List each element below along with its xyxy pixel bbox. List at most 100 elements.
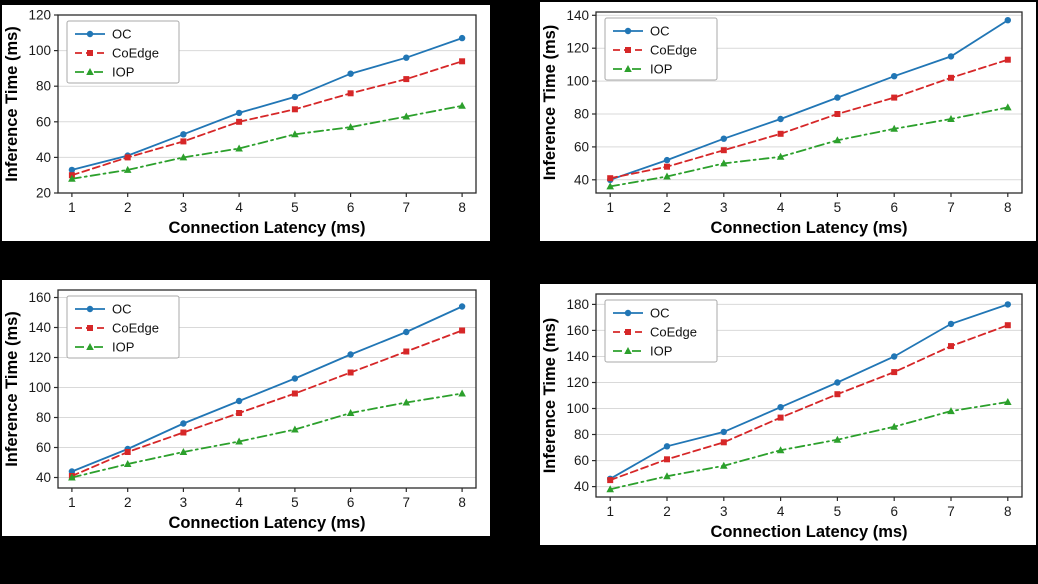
series-marker-coedge [180, 429, 187, 436]
legend-label-oc: OC [112, 27, 132, 42]
series-line-oc [609, 303, 1009, 480]
series-marker-iop [947, 115, 955, 122]
x-tick-label: 8 [458, 200, 466, 215]
legend-sample-marker [87, 50, 93, 56]
axes-frame [595, 293, 1023, 498]
series-marker-coedge [1004, 322, 1011, 329]
y-tick-label: 80 [574, 427, 589, 442]
series-marker-oc [891, 353, 898, 360]
series-marker-oc [235, 397, 243, 405]
series-marker-oc [1004, 17, 1011, 24]
legend-sample-marker [86, 305, 94, 313]
series-marker-iop [291, 425, 299, 433]
x-tick-label: 2 [663, 200, 671, 215]
series-marker-iop [663, 472, 671, 480]
series-marker-oc [458, 303, 466, 310]
series-marker-coedge [720, 147, 727, 154]
x-tick-label: 4 [235, 495, 243, 510]
legend-label-oc: OC [650, 306, 670, 321]
series-marker-oc [1004, 301, 1011, 308]
chart-svg: 1 2 3 4 5 6 7 8 40 60 80 100 120 140 OC CoEdge IOP Connec… [540, 2, 1036, 241]
series-marker-oc [291, 93, 299, 101]
y-tick-label: 100 [566, 74, 589, 89]
series-line-coedge [71, 329, 463, 477]
series-marker-iop [663, 172, 671, 180]
series-marker-oc [663, 156, 671, 164]
y-tick-label: 80 [36, 79, 51, 94]
series-marker-coedge [948, 74, 954, 81]
series-marker-oc [947, 320, 955, 328]
legend-sample-marker [625, 329, 631, 335]
series-marker-iop [606, 182, 614, 190]
series-line-coedge [609, 58, 1009, 180]
y-axis-label: Inference Time (ms) [3, 311, 21, 467]
legend-sample-marker [86, 30, 94, 38]
x-tick-label: 8 [458, 495, 466, 510]
series-marker-oc [777, 115, 784, 123]
series-marker-oc [777, 404, 784, 411]
y-tick-label: 60 [574, 453, 589, 468]
series-marker-coedge [834, 111, 841, 117]
series-marker-iop [179, 448, 188, 455]
y-tick-label: 40 [574, 479, 589, 494]
series-marker-coedge [236, 118, 243, 125]
y-tick-label: 120 [566, 41, 589, 56]
x-axis-label: Connection Latency (ms) [168, 514, 365, 532]
x-axis-label: Connection Latency (ms) [710, 523, 907, 541]
series-marker-iop [947, 407, 955, 415]
legend-sample-marker [86, 68, 94, 75]
series-marker-iop [833, 435, 842, 443]
series-marker-iop [179, 153, 188, 161]
series-marker-coedge [777, 414, 784, 421]
series-marker-oc [834, 379, 841, 386]
series-marker-iop [1004, 398, 1012, 405]
x-tick-label: 8 [1004, 200, 1012, 215]
series-marker-coedge [777, 130, 784, 137]
legend-sample-marker [625, 47, 631, 53]
series-marker-coedge [664, 456, 670, 463]
legend-sample-marker [624, 309, 632, 317]
series-marker-oc [180, 420, 187, 427]
y-tick-label: 60 [36, 440, 51, 455]
series-marker-iop [458, 101, 466, 109]
series-marker-oc [947, 53, 955, 60]
y-tick-label: 120 [28, 8, 51, 23]
chart-panel-bottom-left: 1 2 3 4 5 6 7 8 40 60 80 100 120 140 160 OC CoEdge IOP Con… [2, 280, 490, 536]
series-marker-oc [403, 328, 410, 336]
x-tick-label: 3 [180, 200, 188, 215]
x-tick-label: 6 [347, 495, 355, 510]
legend-label-coedge: CoEdge [112, 46, 159, 61]
x-tick-label: 6 [890, 504, 898, 519]
chart-svg: 1 2 3 4 5 6 7 8 40 60 80 100 120 140 160 OC CoEdge IOP Con… [2, 280, 490, 536]
series-line-coedge [71, 60, 463, 177]
legend-label-iop: IOP [650, 344, 672, 359]
y-tick-label: 100 [28, 43, 51, 58]
series-marker-iop [402, 398, 411, 406]
x-tick-label: 3 [720, 504, 728, 519]
series-marker-iop [123, 165, 132, 173]
x-tick-label: 6 [347, 200, 355, 215]
series-marker-iop [402, 112, 411, 120]
y-tick-label: 160 [28, 290, 51, 305]
x-axis-label: Connection Latency (ms) [710, 219, 907, 237]
series-marker-coedge [1004, 56, 1011, 63]
x-tick-label: 6 [890, 200, 898, 215]
series-marker-iop [776, 446, 785, 454]
x-tick-label: 5 [291, 200, 299, 215]
series-marker-iop [833, 136, 842, 144]
series-marker-coedge [236, 410, 243, 416]
series-marker-coedge [607, 175, 614, 182]
series-line-oc [71, 37, 463, 171]
legend-sample-marker [86, 343, 94, 350]
series-marker-coedge [403, 76, 410, 83]
series-marker-oc [663, 443, 671, 450]
chart-svg: 1 2 3 4 5 6 7 8 40 60 80 100 120 140 160 180 OC CoEdge IOP… [540, 284, 1036, 545]
legend-sample-marker [624, 65, 632, 72]
legend-sample-marker [624, 27, 632, 35]
y-tick-label: 120 [28, 350, 51, 365]
x-tick-label: 2 [124, 495, 132, 510]
series-marker-iop [291, 130, 299, 138]
series-line-iop [71, 392, 463, 479]
y-tick-label: 100 [28, 380, 51, 395]
y-tick-label: 60 [574, 139, 589, 154]
